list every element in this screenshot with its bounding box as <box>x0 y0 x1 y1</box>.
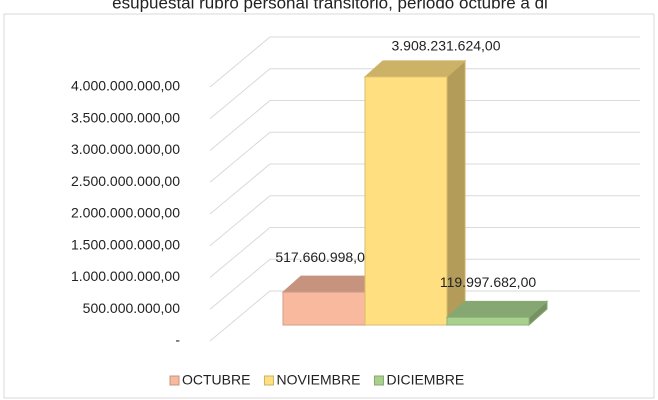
legend-swatch <box>169 375 180 386</box>
y-tick-label: 1.000.000.000,00 <box>71 268 180 284</box>
grid-line <box>209 36 640 88</box>
bar <box>282 291 366 326</box>
data-label: 3.908.231.624,00 <box>392 38 501 54</box>
y-tick-label: - <box>175 332 180 348</box>
grid-line <box>209 290 640 342</box>
bar <box>446 316 530 326</box>
grid-line <box>209 195 640 247</box>
y-tick-label: 1.500.000.000,00 <box>71 236 180 252</box>
legend-label: DICIEMBRE <box>386 372 464 388</box>
grid-line <box>209 163 640 215</box>
grid-line <box>209 227 640 278</box>
grid-line <box>209 100 640 151</box>
y-tick-label: 500.000.000,00 <box>83 300 181 316</box>
y-tick-label: 2.000.000.000,00 <box>71 205 180 221</box>
grid-line <box>209 131 640 183</box>
bar-top <box>363 60 467 78</box>
chart-title: esupuestal rubro personal transitorio, p… <box>112 0 548 12</box>
legend-label: OCTUBRE <box>182 372 250 388</box>
grid-line <box>209 258 640 310</box>
y-tick-label: 4.000.000.000,00 <box>71 78 180 94</box>
data-label: 517.660.998,00 <box>275 249 373 265</box>
legend-swatch <box>373 375 384 386</box>
chart-frame <box>3 13 655 399</box>
bar <box>364 76 448 326</box>
y-tick-label: 2.500.000.000,00 <box>71 173 180 189</box>
legend-label: NOVIEMBRE <box>276 372 360 388</box>
data-label: 119.997.682,00 <box>440 274 536 290</box>
y-tick-label: 3.000.000.000,00 <box>71 141 180 157</box>
bar-top <box>445 300 549 318</box>
legend-swatch <box>263 375 274 386</box>
y-tick-label: 3.500.000.000,00 <box>71 109 180 125</box>
grid-line <box>209 68 640 120</box>
